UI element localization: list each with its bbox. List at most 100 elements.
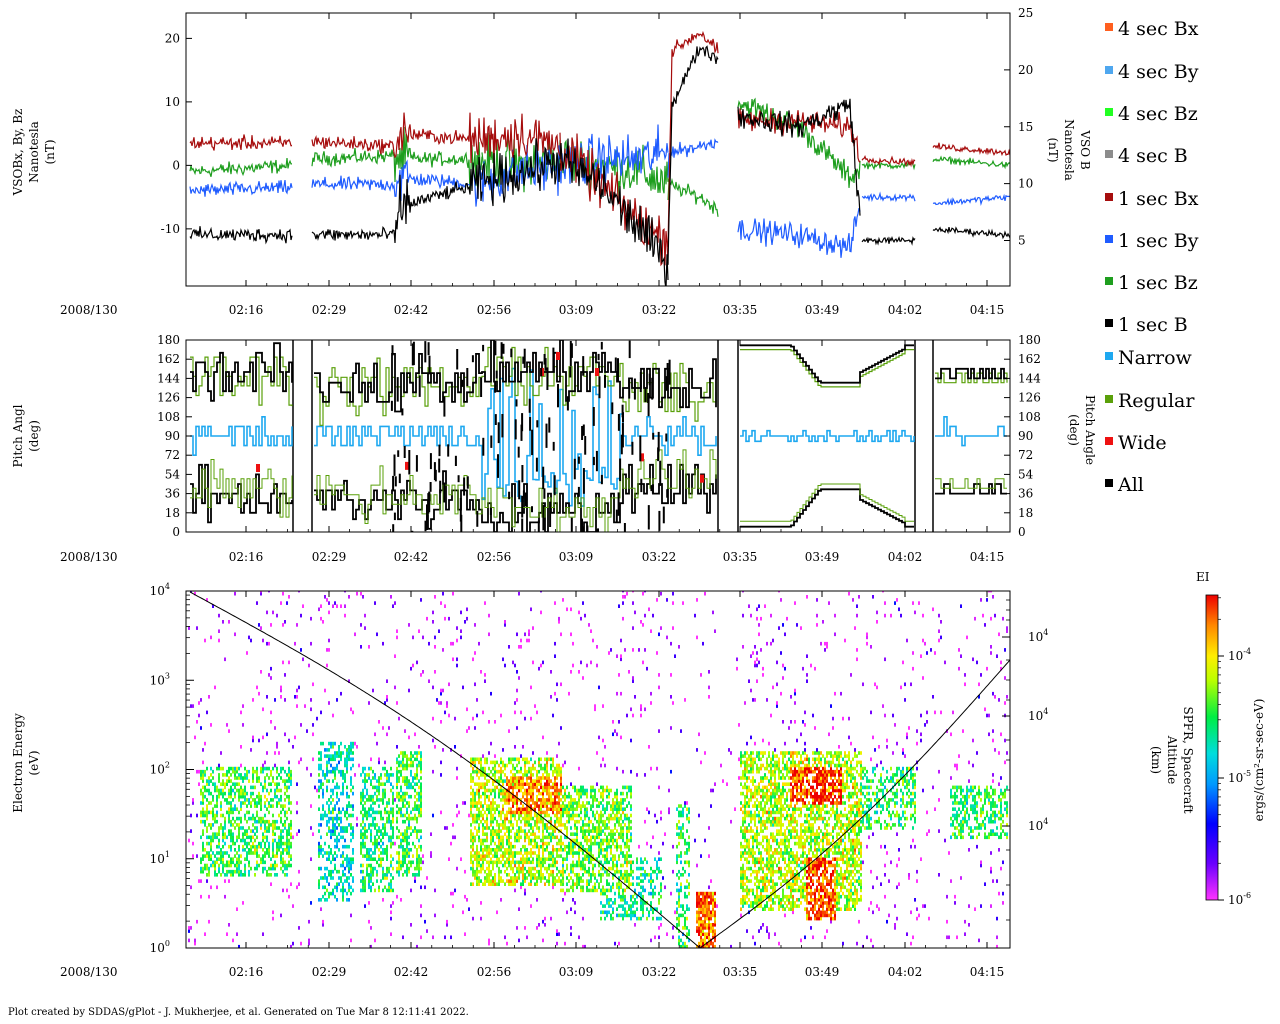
es-pixel (250, 851, 252, 855)
pa-all-noise (482, 437, 485, 456)
es-pixel (404, 729, 406, 733)
es-pixel (226, 810, 228, 815)
es-pixel (678, 938, 680, 943)
es-pixel (536, 801, 538, 805)
es-pixel (188, 938, 190, 943)
es-pixel (546, 757, 548, 762)
es-pixel (480, 844, 482, 849)
es-pixel (526, 935, 528, 940)
es-pixel (540, 591, 542, 593)
es-pixel (408, 801, 410, 805)
es-pixel (374, 776, 376, 780)
es-pixel (254, 804, 256, 808)
es-pixel (570, 826, 572, 830)
es-pixel (274, 838, 276, 843)
es-pixel (492, 801, 494, 805)
es-pixel (452, 591, 454, 596)
es-pixel (364, 829, 366, 833)
es-pixel (230, 873, 232, 877)
es-pixel (236, 860, 238, 865)
es-pixel (640, 873, 642, 877)
es-pixel (560, 766, 562, 771)
es-pixel (346, 816, 348, 821)
es-pixel (538, 757, 540, 762)
legend-label: 1 sec B (1118, 314, 1188, 336)
es-pixel (534, 782, 536, 786)
pa-all-noise (644, 387, 647, 403)
es-pixel (550, 804, 552, 808)
es-pixel (366, 869, 368, 874)
mag-right-label-2: Nanotesla (1062, 119, 1076, 181)
es-pixel (676, 823, 678, 827)
es-pixel (550, 801, 552, 805)
es-pixel (372, 816, 374, 821)
es-pixel (404, 869, 406, 874)
es-pixel (528, 873, 530, 877)
es-pixel (332, 788, 334, 793)
es-pixel (320, 823, 322, 827)
es-pixel (632, 904, 634, 908)
es-pixel (342, 885, 344, 890)
es-pixel (352, 757, 354, 762)
es-pixel (606, 882, 608, 886)
es-pixel (362, 844, 364, 849)
es-pixel (484, 801, 486, 805)
es-pixel (204, 848, 206, 852)
es-pixel (266, 873, 268, 877)
es-pixel (494, 810, 496, 815)
es-pixel (302, 657, 304, 662)
es-pixel (590, 807, 592, 811)
es-pixel (590, 791, 592, 796)
es-pixel (600, 916, 602, 921)
es-pixel (482, 791, 484, 796)
es-pixel (416, 791, 418, 796)
es-pixel (288, 801, 290, 805)
es-pixel (560, 816, 562, 821)
es-pixel (660, 591, 662, 596)
es-pixel (594, 813, 596, 818)
es-pixel (598, 848, 600, 852)
es-pixel (592, 866, 594, 871)
es-pixel (318, 851, 320, 855)
es-pixel (508, 829, 510, 833)
es-pixel (382, 832, 384, 836)
es-pixel (620, 823, 622, 827)
es-pixel (616, 813, 618, 818)
es-pixel (258, 791, 260, 796)
es-pixel (336, 819, 338, 824)
es-pixel (524, 838, 526, 843)
es-pixel (530, 826, 532, 830)
mag-xtick-label: 04:02 (888, 303, 923, 317)
es-pixel (368, 863, 370, 868)
es-pixel (282, 623, 284, 627)
es-pixel (594, 829, 596, 833)
es-pixel (376, 838, 378, 843)
pa-all-noise (466, 368, 469, 387)
pa-all-noise (647, 393, 650, 403)
es-pixel (226, 801, 228, 805)
es-pixel (660, 894, 662, 899)
es-pixel (562, 804, 564, 808)
es-pixel (190, 885, 192, 890)
pa-narrow-trace (190, 416, 293, 456)
es-pixel (622, 876, 624, 880)
es-pixel (656, 866, 658, 871)
es-pixel (620, 657, 622, 662)
es-pixel (208, 866, 210, 871)
es-pixel (334, 894, 336, 899)
es-pixel (544, 882, 546, 886)
es-pixel (360, 591, 362, 596)
es-pixel (578, 879, 580, 883)
es-pixel (628, 904, 630, 908)
es-pixel (636, 901, 638, 905)
es-pixel (228, 829, 230, 833)
es-pixel (544, 810, 546, 815)
es-pixel (378, 885, 380, 890)
es-pixel (392, 857, 394, 861)
es-pixel (338, 748, 340, 752)
es-pixel (298, 926, 300, 930)
es-pixel (222, 791, 224, 796)
es-pixel (508, 785, 510, 790)
es-pixel (618, 882, 620, 886)
es-pixel (500, 766, 502, 771)
